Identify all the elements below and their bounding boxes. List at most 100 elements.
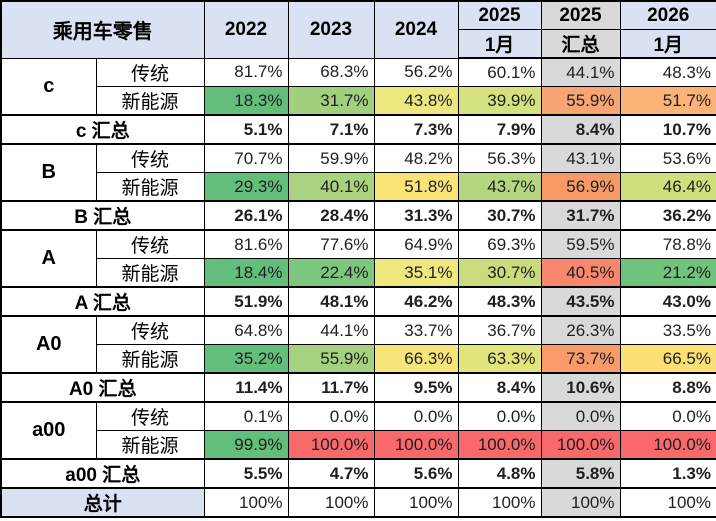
subtotal-value-cell: 46.2% [373,286,459,317]
segment-label-c: c [0,57,97,116]
value-cell-colored: 55.9% [540,86,621,116]
type-label-nev: 新能源 [95,258,205,288]
value-cell: 81.6% [203,229,289,259]
subtotal-value-cell: 7.3% [373,114,459,145]
value-cell-colored: 40.1% [287,172,375,202]
col-header-2025: 2025 [540,0,621,30]
segment-label-A0: A0 [0,315,97,374]
row-c-nev: 新能源 18.3% 31.7% 43.8% 39.9% 55.9% 51.7% [1,86,716,116]
subtotal-value-cell: 5.5% [203,458,289,489]
value-cell: 78.8% [619,229,716,259]
row-B-subtotal: B 汇总 26.1% 28.4% 31.3% 30.7% 31.7% 36.2% [0,200,716,231]
value-cell: 0.0% [287,401,375,431]
grand-total-value-cell: 100% [373,487,459,518]
subtotal-label: A 汇总 [0,286,205,317]
subtotal-label: a00 汇总 [0,458,205,489]
subtotal-value-cell: 4.8% [457,458,542,489]
value-cell: 69.3% [457,229,542,259]
segment-label-a00: a00 [0,401,97,460]
subtotal-value-cell: 36.2% [619,200,716,231]
value-cell-colored: 30.7% [457,258,542,288]
col-subheader-汇总: 汇总 [540,29,621,59]
header-row-subs: 1月 汇总 1月 [1,29,716,59]
subtotal-value-cell: 31.3% [373,200,459,231]
type-label-nev: 新能源 [95,430,205,460]
value-cell-colored: 55.9% [287,344,375,374]
segment-label-A: A [0,229,97,288]
col-subheader-1月: 1月 [619,29,716,59]
subtotal-value-cell: 10.7% [619,114,716,145]
row-A-nev: 新能源 18.4% 22.4% 35.1% 30.7% 40.5% 21.2% [1,258,716,288]
value-cell: 77.6% [287,229,375,259]
value-cell: 0.0% [540,401,621,431]
subtotal-value-cell: 43.0% [619,286,716,317]
value-cell: 56.3% [457,143,542,173]
col-subheader-1月: 1月 [457,29,542,59]
subtotal-value-cell: 51.9% [203,286,289,317]
type-label-nev: 新能源 [95,344,205,374]
grand-total-value-cell: 100% [287,487,375,518]
value-cell-colored: 100.0% [373,430,459,460]
value-cell: 56.2% [373,57,459,87]
value-cell-colored: 29.3% [203,172,289,202]
subtotal-value-cell: 7.9% [457,114,542,145]
row-a00-nev: 新能源 99.9% 100.0% 100.0% 100.0% 100.0% 100.0% [1,430,716,460]
value-cell: 64.8% [203,315,289,345]
value-cell-colored: 18.4% [203,258,289,288]
value-cell: 0.1% [203,401,289,431]
value-cell-colored: 46.4% [619,172,716,202]
subtotal-label: B 汇总 [0,200,205,231]
subtotal-value-cell: 4.7% [287,458,375,489]
subtotal-value-cell: 28.4% [287,200,375,231]
grand-total-value-cell: 100% [540,487,621,518]
row-a00-subtotal: a00 汇总 5.5% 4.7% 5.6% 4.8% 5.8% 1.3% [0,458,716,489]
col-header-2025: 2025 [457,0,542,30]
subtotal-value-cell: 5.8% [540,458,621,489]
table-header: 乘用车零售 2022 2023 2024 2025 2025 2026 1月 汇总 1月 [0,0,716,59]
subtotal-value-cell: 30.7% [457,200,542,231]
value-cell: 33.5% [619,315,716,345]
row-A0-subtotal: A0 汇总 11.4% 11.7% 9.5% 8.4% 10.6% 8.8% [0,372,716,403]
type-label-traditional: 传统 [95,401,205,431]
row-B-traditional: B 传统 70.7% 59.9% 48.2% 56.3% 43.1% 53.6% [0,143,716,202]
row-A-traditional: A 传统 81.6% 77.6% 64.9% 69.3% 59.5% 78.8% [0,229,716,288]
value-cell-colored: 63.3% [457,344,542,374]
subtotal-value-cell: 8.4% [540,114,621,145]
value-cell-colored: 43.8% [373,86,459,116]
subtotal-value-cell: 5.1% [203,114,289,145]
grand-total-value-cell: 100% [619,487,716,518]
type-label-traditional: 传统 [95,229,205,259]
row-c-traditional: c 传统 81.7% 68.3% 56.2% 60.1% 44.1% 48.3% [0,57,716,116]
value-cell-colored: 35.2% [203,344,289,374]
value-cell: 48.2% [373,143,459,173]
value-cell: 44.1% [540,57,621,87]
table-body: c 传统 81.7% 68.3% 56.2% 60.1% 44.1% 48.3% 新能源 18.3… [0,57,716,518]
type-label-traditional: 传统 [95,57,205,87]
row-grand-total: 总计 100% 100% 100% 100% 100% 100% [0,487,716,518]
row-a00-traditional: a00 传统 0.1% 0.0% 0.0% 0.0% 0.0% 0.0% [0,401,716,460]
subtotal-value-cell: 26.1% [203,200,289,231]
subtotal-label: A0 汇总 [0,372,205,403]
value-cell-colored: 22.4% [287,258,375,288]
subtotal-value-cell: 1.3% [619,458,716,489]
value-cell: 59.9% [287,143,375,173]
row-A0-nev: 新能源 35.2% 55.9% 66.3% 63.3% 73.7% 66.5% [1,344,716,374]
value-cell-colored: 31.7% [287,86,375,116]
value-cell: 70.7% [203,143,289,173]
value-cell-colored: 51.7% [619,86,716,116]
col-header-2024: 2024 [373,0,459,59]
row-A0-traditional: A0 传统 64.8% 44.1% 33.7% 36.7% 26.3% 33.5% [0,315,716,374]
value-cell-colored: 99.9% [203,430,289,460]
value-cell: 44.1% [287,315,375,345]
subtotal-value-cell: 48.1% [287,286,375,317]
row-c-subtotal: c 汇总 5.1% 7.1% 7.3% 7.9% 8.4% 10.7% [0,114,716,145]
value-cell-colored: 18.3% [203,86,289,116]
col-header-2023: 2023 [287,0,375,59]
grand-total-label: 总计 [0,487,205,518]
subtotal-value-cell: 5.6% [373,458,459,489]
value-cell-colored: 40.5% [540,258,621,288]
value-cell-colored: 21.2% [619,258,716,288]
value-cell-colored: 73.7% [540,344,621,374]
